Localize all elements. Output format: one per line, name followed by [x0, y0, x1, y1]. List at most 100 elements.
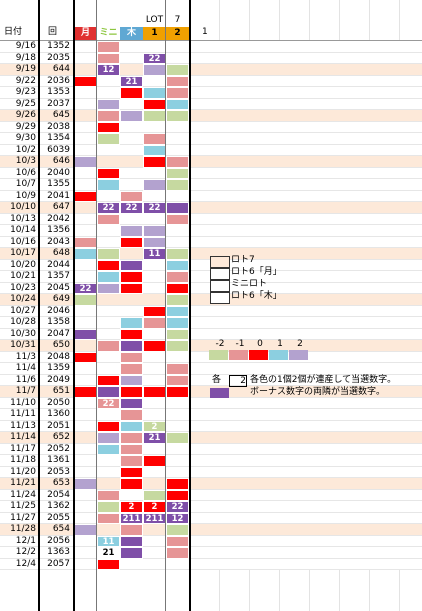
table-row [0, 202, 422, 214]
number-cell [143, 225, 166, 237]
table-row [0, 328, 422, 340]
loto7-col2-header: 2 [166, 27, 189, 40]
row-divider [0, 339, 422, 340]
number-cell [97, 386, 120, 398]
cell-label: 2 [128, 502, 135, 512]
number-cell [120, 282, 143, 294]
scale-swatch [289, 350, 308, 360]
number-cell [97, 52, 120, 64]
number-cell [97, 133, 120, 145]
row-divider [0, 431, 422, 432]
table-row [0, 443, 422, 455]
number-cell [120, 317, 143, 329]
kai-cell: 2053 [47, 466, 70, 477]
row-divider [0, 86, 422, 87]
number-cell [120, 547, 143, 559]
row-divider [0, 454, 422, 455]
kai-cell: 646 [52, 156, 70, 166]
date-cell: 9/30 [15, 133, 36, 143]
date-cell: 10/10 [10, 202, 36, 212]
number-cell [143, 305, 166, 317]
number-cell: 21 [120, 75, 143, 87]
cell-label: 211 [145, 513, 164, 524]
table-row [0, 524, 422, 536]
kai-cell: 2040 [47, 167, 70, 178]
number-cell [97, 489, 120, 501]
kai-cell: 2044 [47, 259, 70, 270]
date-column-header: 日付 [4, 27, 23, 37]
kai-cell: 2043 [47, 236, 70, 247]
kai-cell: 647 [52, 202, 70, 212]
number-cell [74, 248, 97, 260]
column-separator [73, 0, 75, 611]
scale-label: 2 [297, 339, 303, 349]
legend-label: ロト6「木」 [231, 291, 282, 301]
table-row [0, 489, 422, 501]
kai-cell: 652 [52, 432, 70, 442]
number-cell [166, 98, 189, 110]
row-divider [0, 373, 422, 375]
date-cell: 10/20 [10, 259, 36, 270]
row-divider [0, 212, 422, 214]
table-row [0, 409, 422, 421]
date-cell: 10/21 [10, 271, 36, 281]
number-cell [120, 259, 143, 271]
date-cell: 10/17 [10, 248, 36, 258]
date-cell: 11/14 [10, 432, 36, 442]
number-cell [97, 432, 120, 444]
number-cell: 2 [143, 420, 166, 432]
table-row [0, 340, 422, 352]
number-cell [74, 190, 97, 202]
kai-cell: 2049 [47, 374, 70, 385]
number-cell [143, 144, 166, 156]
cell-label: 11 [102, 536, 115, 547]
table-row [0, 535, 422, 547]
number-cell [120, 110, 143, 122]
number-cell: 2 [143, 501, 166, 513]
number-cell [166, 340, 189, 352]
row-divider [0, 63, 422, 64]
row-divider [0, 189, 422, 191]
row-divider [0, 477, 422, 478]
table-row [0, 248, 422, 260]
number-cell [166, 248, 189, 260]
table-row [0, 167, 422, 179]
number-cell [120, 455, 143, 467]
cell-label: 22 [102, 398, 115, 409]
date-cell: 9/25 [15, 98, 36, 109]
date-cell: 11/18 [10, 455, 36, 465]
date-cell: 10/23 [10, 282, 36, 293]
cell-label: 11 [148, 249, 161, 259]
table-row [0, 455, 422, 467]
kai-cell: 2045 [47, 282, 70, 293]
number-cell [97, 420, 120, 432]
number-cell [97, 512, 120, 524]
number-cell [120, 420, 143, 432]
number-cell [143, 317, 166, 329]
number-cell [74, 328, 97, 340]
date-cell: 9/16 [15, 41, 36, 51]
row-divider [0, 120, 422, 122]
kai-cell: 645 [52, 110, 70, 120]
number-cell [74, 524, 97, 536]
legend-swatch [210, 292, 230, 304]
number-cell [143, 156, 166, 168]
table-row [0, 213, 422, 225]
table-row [0, 466, 422, 478]
number-cell [166, 524, 189, 536]
row-divider [0, 442, 422, 444]
thursday-column-header: 木 [120, 27, 143, 40]
date-cell: 11/10 [10, 397, 36, 408]
number-cell [166, 271, 189, 283]
date-cell: 11/21 [10, 478, 36, 488]
number-cell [166, 478, 189, 490]
row-divider [0, 166, 422, 168]
kai-cell: 2041 [47, 190, 70, 201]
number-cell: 11 [97, 535, 120, 547]
date-cell: 12/4 [15, 558, 36, 569]
row-divider [0, 109, 422, 110]
monday-column-header: 月 [74, 27, 97, 40]
number-cell [97, 167, 120, 179]
row-divider [0, 465, 422, 467]
kai-cell: 2051 [47, 420, 70, 431]
